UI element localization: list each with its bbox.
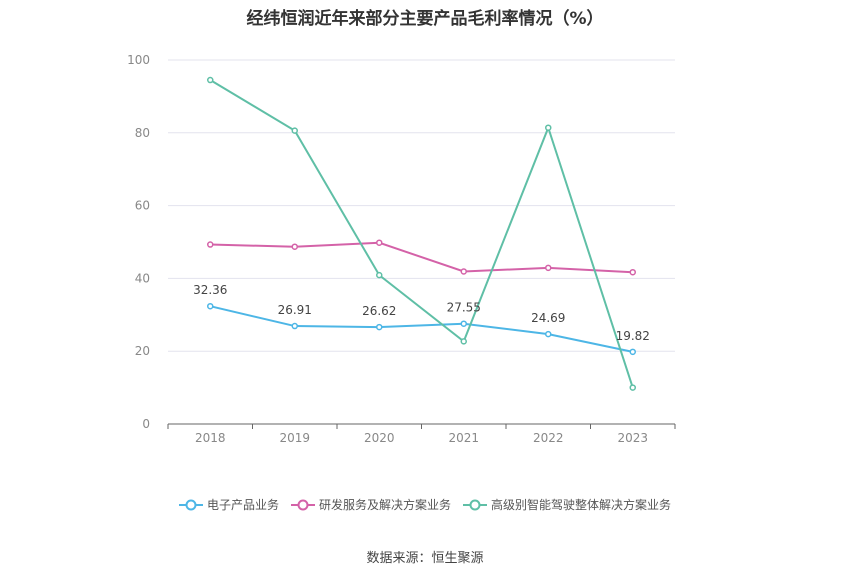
y-tick-label: 60: [135, 199, 150, 213]
y-tick-label: 20: [135, 344, 150, 358]
data-label: 32.36: [193, 283, 227, 297]
legend-swatch: [463, 497, 487, 513]
series-line: [210, 305, 633, 353]
data-label: 24.69: [531, 311, 565, 325]
chart-title: 经纬恒润近年来部分主要产品毛利率情况（%）: [246, 9, 604, 29]
x-tick-label: 2023: [617, 431, 648, 445]
data-label: 26.62: [362, 304, 396, 318]
x-tick-label: 2019: [279, 431, 310, 445]
data-point[interactable]: [629, 384, 636, 391]
y-tick-label: 0: [142, 417, 150, 431]
data-point[interactable]: [376, 271, 383, 279]
x-tick-label: 2021: [448, 431, 479, 445]
y-tick-label: 100: [127, 53, 150, 67]
data-point[interactable]: [291, 127, 298, 134]
data-point[interactable]: [629, 348, 636, 356]
legend-label: 电子产品业务: [206, 498, 279, 512]
series-1: [207, 302, 636, 356]
x-tick-label: 2020: [364, 431, 395, 445]
data-point[interactable]: [291, 243, 298, 250]
legend-item[interactable]: 高级别智能驾驶整体解决方案业务: [463, 496, 671, 513]
series-3: [207, 76, 636, 391]
data-point[interactable]: [376, 323, 383, 331]
legend-label: 研发服务及解决方案业务: [318, 498, 451, 512]
series-line: [210, 241, 633, 274]
data-point[interactable]: [376, 239, 383, 246]
x-tick-label: 2018: [195, 431, 226, 445]
data-label: 26.91: [278, 303, 312, 317]
series-layer: [207, 76, 636, 391]
series-line: [209, 79, 634, 388]
data-labels: 32.36 26.91 26.62 27.55 24.69 19.82: [193, 283, 650, 343]
legend: 电子产品业务 研发服务及解决方案业务 高级别智能驾驶整体解决方案业务: [0, 496, 850, 513]
data-point[interactable]: [460, 320, 467, 327]
legend-item[interactable]: 研发服务及解决方案业务: [290, 496, 451, 513]
data-point[interactable]: [291, 322, 298, 330]
legend-swatch: [290, 497, 315, 513]
legend-swatch: [178, 497, 203, 513]
x-tick-label: 2022: [533, 431, 564, 445]
legend-label: 高级别智能驾驶整体解决方案业务: [491, 498, 672, 512]
data-point[interactable]: [207, 76, 214, 84]
y-tick-label: 80: [135, 126, 150, 140]
source-note: 数据来源：恒生聚源: [366, 551, 484, 566]
data-point[interactable]: [207, 241, 214, 248]
legend-item[interactable]: 电子产品业务: [178, 496, 279, 513]
data-label: 27.55: [447, 301, 481, 315]
data-label: 19.82: [616, 329, 650, 343]
data-point[interactable]: [460, 338, 467, 345]
y-tick-label: 40: [135, 271, 150, 285]
grid-lines: [168, 59, 675, 352]
data-point[interactable]: [545, 264, 552, 272]
data-point[interactable]: [545, 124, 552, 131]
data-point[interactable]: [207, 302, 214, 310]
data-point[interactable]: [460, 268, 467, 275]
data-point[interactable]: [545, 330, 552, 338]
data-point[interactable]: [629, 268, 636, 276]
x-axis: 0 20 40 60 80 100 2018 2019 2020 2021 2022 2023: [127, 53, 676, 445]
series-2: [207, 239, 636, 276]
